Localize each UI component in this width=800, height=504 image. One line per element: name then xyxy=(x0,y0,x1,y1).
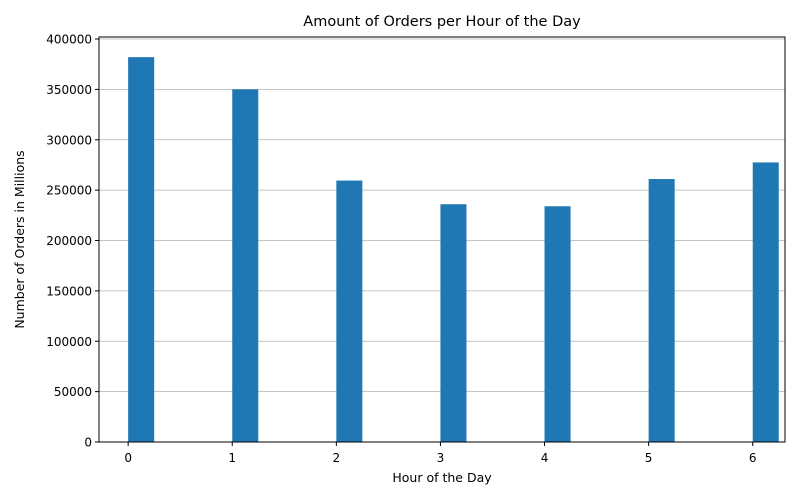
y-tick-label-0: 0 xyxy=(84,436,92,450)
bar-hour-1 xyxy=(232,89,259,442)
y-tick-label-7: 350000 xyxy=(46,83,92,97)
x-tick-label-5: 5 xyxy=(645,451,653,465)
y-tick-label-2: 100000 xyxy=(46,335,92,349)
bar-hour-3 xyxy=(440,204,467,442)
x-tick-label-2: 2 xyxy=(333,451,341,465)
bars xyxy=(128,57,779,443)
x-tick-label-6: 6 xyxy=(749,451,757,465)
y-tick-label-1: 50000 xyxy=(54,385,92,399)
bar-hour-0 xyxy=(128,57,155,442)
y-tick-label-6: 300000 xyxy=(46,133,92,147)
plot-frame xyxy=(98,36,786,443)
chart-title: Amount of Orders per Hour of the Day xyxy=(303,14,581,30)
bar-hour-6 xyxy=(752,162,779,442)
bar-hour-5 xyxy=(648,179,675,442)
bar-hour-4 xyxy=(544,206,571,442)
y-axis-label: Number of Orders in Millions xyxy=(12,150,27,328)
x-axis-label: Hour of the Day xyxy=(392,470,492,485)
y-axis-ticks: 0 50000 100000 150000 200000 250000 300000 3500… xyxy=(46,33,99,450)
x-tick-label-3: 3 xyxy=(437,451,445,465)
x-tick-label-0: 0 xyxy=(124,451,132,465)
x-tick-label-4: 4 xyxy=(541,451,549,465)
y-tick-label-3: 150000 xyxy=(46,284,92,298)
y-tick-label-8: 400000 xyxy=(46,33,92,47)
y-tick-label-4: 200000 xyxy=(46,234,92,248)
x-tick-label-1: 1 xyxy=(228,451,236,465)
x-axis-ticks: 0 1 2 3 4 5 6 xyxy=(124,442,757,465)
y-tick-label-5: 250000 xyxy=(46,184,92,198)
bar-hour-2 xyxy=(336,180,363,443)
